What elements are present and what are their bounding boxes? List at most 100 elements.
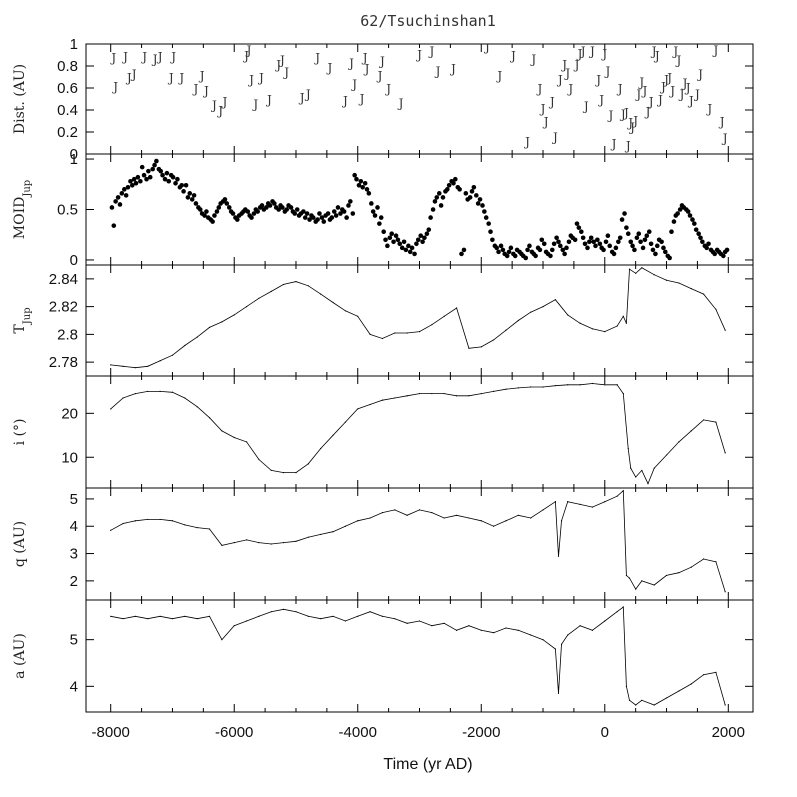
data-point [415,237,421,243]
data-point [467,195,473,200]
data-point [678,282,680,284]
data-point [604,384,606,386]
data-point [438,203,444,208]
data-point [304,211,310,216]
data-point [147,174,153,180]
data-point [455,307,458,309]
data-point [166,178,172,184]
data-point-j: J [628,121,635,135]
data-point [406,514,408,516]
data-point [505,388,507,390]
data-point [505,329,507,331]
data-point [399,245,405,251]
data-point [588,235,594,241]
data-point-j: J [151,52,158,66]
data-point-j: J [251,97,258,111]
data-point [622,211,627,216]
data-point [319,215,325,220]
data-point [428,215,433,220]
data-point [122,618,124,620]
panel-a: 4 5 a (AU) [12,599,754,713]
y-tick-label: 4 [70,678,78,695]
data-point [496,249,501,255]
data-point [159,518,161,521]
data-point [461,247,467,253]
data-point [134,367,137,369]
data-point [480,629,482,631]
data-point [505,520,507,522]
data-point-j: J [647,95,654,109]
series-line-a [110,606,726,706]
y-tick-label: 10 [61,449,78,466]
data-point [369,403,371,406]
data-point [641,580,643,582]
data-point [616,495,618,497]
data-point [591,382,594,385]
data-point [251,211,257,216]
data-point [202,213,207,218]
data-point-j: J [278,53,285,67]
data-point [593,243,598,249]
data-point-j: J [681,77,688,91]
data-point [579,625,581,627]
data-point [477,197,483,202]
data-point [147,518,149,521]
data-point [393,233,399,239]
data-point [653,274,655,276]
y-tick-label: 5 [70,632,78,649]
data-point [366,191,372,196]
data-point [480,203,485,208]
data-point [644,233,650,239]
panel-incl: 10 20 i (°) [12,375,754,489]
data-point [133,180,139,186]
data-point-j: J [529,52,536,66]
y-tick-label: 0 [70,252,78,269]
data-point [357,615,359,617]
data-point [350,211,356,216]
data-point [512,253,518,259]
data-point [541,241,547,247]
data-point [130,182,135,188]
data-point-j: J [449,62,456,76]
data-point [690,566,692,568]
data-point [431,324,433,326]
data-point [235,217,240,222]
data-point [494,245,499,251]
y-tick-label: 20 [61,405,78,422]
data-point [724,329,726,331]
data-point [307,463,309,465]
data-point [125,185,131,190]
data-point-j: J [202,84,209,98]
data-point [690,287,692,290]
data-point [607,243,613,249]
data-point [187,191,193,196]
data-point [567,501,569,503]
data-point-j: J [597,93,604,107]
data-point [158,168,164,174]
data-point [508,245,514,251]
data-point [320,618,322,620]
data-point [184,615,186,617]
data-point [646,229,652,234]
data-point [111,223,117,228]
series-moid [109,158,730,261]
data-point [115,195,121,200]
data-point [196,406,198,408]
data-point [320,293,322,295]
data-point [665,697,668,699]
data-point [406,332,408,334]
data-point [667,255,672,261]
data-point [539,237,545,243]
y-axis-label: a (AU) [12,633,28,679]
data-point [601,247,606,253]
data-point [605,233,611,239]
data-point [724,247,730,253]
data-point-j: J [130,68,137,82]
data-point [171,618,174,620]
data-point [548,253,553,259]
data-point-j: J [548,95,555,109]
data-point [690,430,692,432]
data-point-j: J [347,57,354,71]
data-point [395,237,401,243]
